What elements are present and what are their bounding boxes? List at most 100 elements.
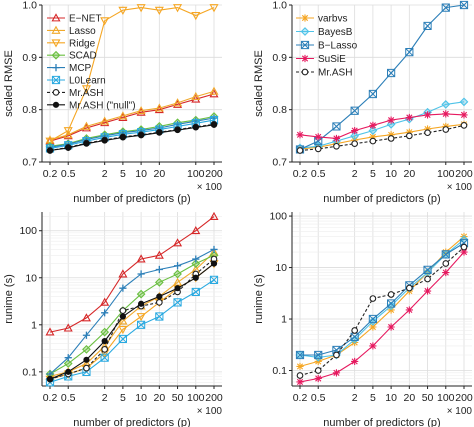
series-line <box>49 93 215 142</box>
data-point <box>118 325 128 335</box>
data-point <box>136 107 146 116</box>
series-1 <box>45 211 219 336</box>
x-tick-label: 10 <box>385 168 397 180</box>
y-tick-label: 100 <box>19 225 37 237</box>
data-point <box>369 137 377 145</box>
series-3 <box>45 4 219 146</box>
series-4 <box>296 110 468 143</box>
series-line <box>299 124 465 152</box>
data-point <box>460 111 468 119</box>
data-point <box>191 91 201 101</box>
x-tick-label: 200 <box>205 392 223 404</box>
data-point <box>63 130 73 139</box>
x-tick-label: 0.2 <box>43 392 58 404</box>
data-point <box>138 300 145 307</box>
data-point <box>100 327 110 337</box>
data-point <box>64 354 72 362</box>
data-point <box>101 346 109 353</box>
legend-label: BayesB <box>318 27 353 38</box>
data-point <box>136 313 146 322</box>
series-4 <box>296 248 468 386</box>
series-7 <box>46 120 218 154</box>
legend-label: Mr.ASH <box>69 88 103 99</box>
data-point <box>386 301 396 311</box>
data-point <box>100 116 110 125</box>
data-point <box>191 287 200 297</box>
y-tick-label: 0.7 <box>272 157 287 169</box>
data-point <box>423 125 432 133</box>
x-tick-label: 50 <box>172 392 184 404</box>
series-line <box>49 251 215 377</box>
x-tick-label: 200 <box>455 392 473 404</box>
data-point <box>459 0 469 10</box>
data-point <box>442 126 450 133</box>
data-point <box>369 323 377 331</box>
legend-marker <box>301 54 309 63</box>
x-tick-label: 100 <box>187 168 205 180</box>
data-point <box>209 275 219 285</box>
legend-label: E−NET <box>69 14 102 25</box>
data-point <box>209 86 219 95</box>
x-tick-label: 0.5 <box>311 392 326 404</box>
legend-label: SCAD <box>69 51 97 62</box>
chart-panel-top-right: 0.7 0.8 0.9 1.0 0.2 0.5 2 5 10 20 100 200 × 100 numbe… <box>253 0 473 205</box>
legend-marker <box>52 89 60 96</box>
data-point <box>100 17 110 26</box>
data-point <box>424 275 431 283</box>
series-line <box>49 279 215 383</box>
data-point <box>82 345 91 354</box>
series-line <box>300 242 465 356</box>
y-tick-label: 0.9 <box>22 52 37 64</box>
data-point <box>118 111 128 120</box>
data-point <box>209 89 219 98</box>
data-point <box>192 124 199 131</box>
data-point <box>83 356 90 363</box>
data-point <box>441 3 450 12</box>
data-point <box>118 112 128 121</box>
legend-marker <box>51 75 61 85</box>
series-line <box>299 246 465 377</box>
data-point <box>295 350 305 360</box>
data-point <box>137 320 146 329</box>
data-point <box>209 4 219 13</box>
legend-marker <box>51 13 61 22</box>
series-line <box>299 101 465 149</box>
series-7 <box>46 255 218 383</box>
data-point <box>118 6 128 15</box>
data-point <box>424 129 431 137</box>
legend-marker <box>52 64 60 72</box>
data-point <box>442 248 450 256</box>
x-multiplier-label: × 100 <box>197 182 223 193</box>
data-point <box>65 368 72 375</box>
y-tick-label: 1 <box>281 314 287 326</box>
data-point <box>351 327 359 334</box>
data-point <box>154 103 164 112</box>
data-point <box>118 334 127 344</box>
series-line <box>49 115 215 147</box>
data-point <box>154 277 164 287</box>
data-point <box>136 105 146 115</box>
data-point <box>368 126 378 135</box>
legend-marker <box>300 27 310 36</box>
data-point <box>118 269 128 278</box>
x-multiplier-label: × 100 <box>447 406 473 417</box>
data-point <box>45 327 55 336</box>
series-line <box>49 7 215 142</box>
data-point <box>442 110 450 118</box>
data-point <box>369 121 377 129</box>
series-line <box>49 248 215 375</box>
data-point <box>460 243 468 251</box>
x-tick-label: 100 <box>187 392 205 404</box>
data-point <box>333 351 340 359</box>
series-8 <box>46 121 218 154</box>
data-point <box>369 295 377 302</box>
y-tick-label: 0.9 <box>272 52 287 64</box>
data-point <box>174 126 181 134</box>
y-tick-label: 0.8 <box>272 104 287 116</box>
x-tick-label: 100 <box>437 168 455 180</box>
series-5 <box>296 243 468 379</box>
legend-marker <box>300 40 310 50</box>
data-point <box>119 284 127 292</box>
series-8 <box>46 260 218 383</box>
